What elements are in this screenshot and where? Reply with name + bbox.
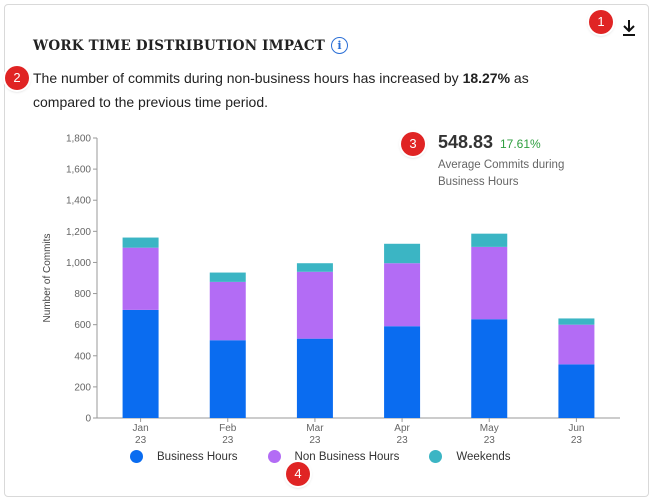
chart-legend: Business Hours Non Business Hours Weeken… xyxy=(130,450,541,463)
bar-non-business-hours xyxy=(384,263,421,327)
average-commits-label: Average Commits during Business Hours xyxy=(438,159,565,188)
y-axis-label: Number of Commits xyxy=(42,234,53,323)
bar-non-business-hours xyxy=(558,324,595,365)
bar-non-business-hours xyxy=(209,281,246,341)
bar-weekends xyxy=(384,243,421,264)
impact-description: The number of commits during non-busines… xyxy=(33,66,593,114)
x-tick-label-month: Jan xyxy=(133,423,149,434)
bar-weekends xyxy=(122,237,159,248)
y-tick-label: 600 xyxy=(74,320,91,331)
annotation-badge-3: 3 xyxy=(401,132,425,156)
card-title: WORK TIME DISTRIBUTION IMPACT xyxy=(33,38,326,54)
bar-non-business-hours xyxy=(471,246,508,320)
y-tick-label: 1,800 xyxy=(66,134,91,145)
y-tick-label: 1,200 xyxy=(66,227,91,238)
legend-label-weekends: Weekends xyxy=(456,450,511,463)
annotation-badge-2: 2 xyxy=(5,66,29,90)
annotation-badge-4: 4 xyxy=(286,462,310,486)
legend-dot-non-business-hours xyxy=(267,450,281,463)
x-tick-label-year: 23 xyxy=(571,435,583,446)
bar-business-hours xyxy=(296,338,333,418)
info-icon[interactable]: i xyxy=(331,37,348,54)
bar-weekends xyxy=(209,272,246,282)
y-tick-label: 800 xyxy=(74,289,91,300)
annotation-badge-1: 1 xyxy=(589,10,613,34)
y-tick-label: 1,600 xyxy=(66,165,91,176)
average-commits-change: 17.61% xyxy=(500,137,541,151)
y-tick-label: 400 xyxy=(74,351,91,362)
legend-dot-weekends xyxy=(429,450,443,463)
bar-weekends xyxy=(558,318,595,325)
bar-business-hours xyxy=(558,364,595,418)
bar-weekends xyxy=(471,233,508,247)
x-tick-label-year: 23 xyxy=(397,435,409,446)
legend-label-non-business-hours: Non Business Hours xyxy=(294,450,400,463)
download-icon[interactable] xyxy=(620,18,638,38)
x-tick-label-month: Jun xyxy=(568,423,584,434)
y-tick-label: 1,000 xyxy=(66,258,91,269)
average-commits-value: 548.83 xyxy=(438,132,494,152)
y-tick-label: 200 xyxy=(74,382,91,393)
x-tick-label-month: Mar xyxy=(306,423,324,434)
legend-item-non-business-hours[interactable]: Non Business Hours xyxy=(267,450,400,463)
bar-business-hours xyxy=(209,340,246,418)
bar-weekends xyxy=(296,263,333,272)
x-tick-label-month: Feb xyxy=(219,423,237,434)
description-text-before: The number of commits during non-busines… xyxy=(33,70,463,86)
bar-non-business-hours xyxy=(296,271,333,339)
bar-business-hours xyxy=(122,309,159,418)
bar-non-business-hours xyxy=(122,247,159,310)
x-tick-label-year: 23 xyxy=(222,435,234,446)
bar-business-hours xyxy=(471,319,508,418)
bar-business-hours xyxy=(384,326,421,418)
x-tick-label-month: Apr xyxy=(394,423,410,434)
description-highlight: 18.27% xyxy=(462,70,511,86)
x-tick-label-year: 23 xyxy=(484,435,496,446)
legend-label-business-hours: Business Hours xyxy=(157,450,238,463)
legend-item-business-hours[interactable]: Business Hours xyxy=(130,450,238,463)
description-text-after: as compared to the previous time period. xyxy=(33,70,529,110)
x-tick-label-year: 23 xyxy=(135,435,147,446)
x-tick-label-year: 23 xyxy=(309,435,321,446)
y-tick-label: 0 xyxy=(85,414,91,425)
y-tick-label: 1,400 xyxy=(66,196,91,207)
legend-item-weekends[interactable]: Weekends xyxy=(429,450,511,463)
x-tick-label-month: May xyxy=(480,423,499,434)
legend-dot-business-hours xyxy=(130,450,143,463)
